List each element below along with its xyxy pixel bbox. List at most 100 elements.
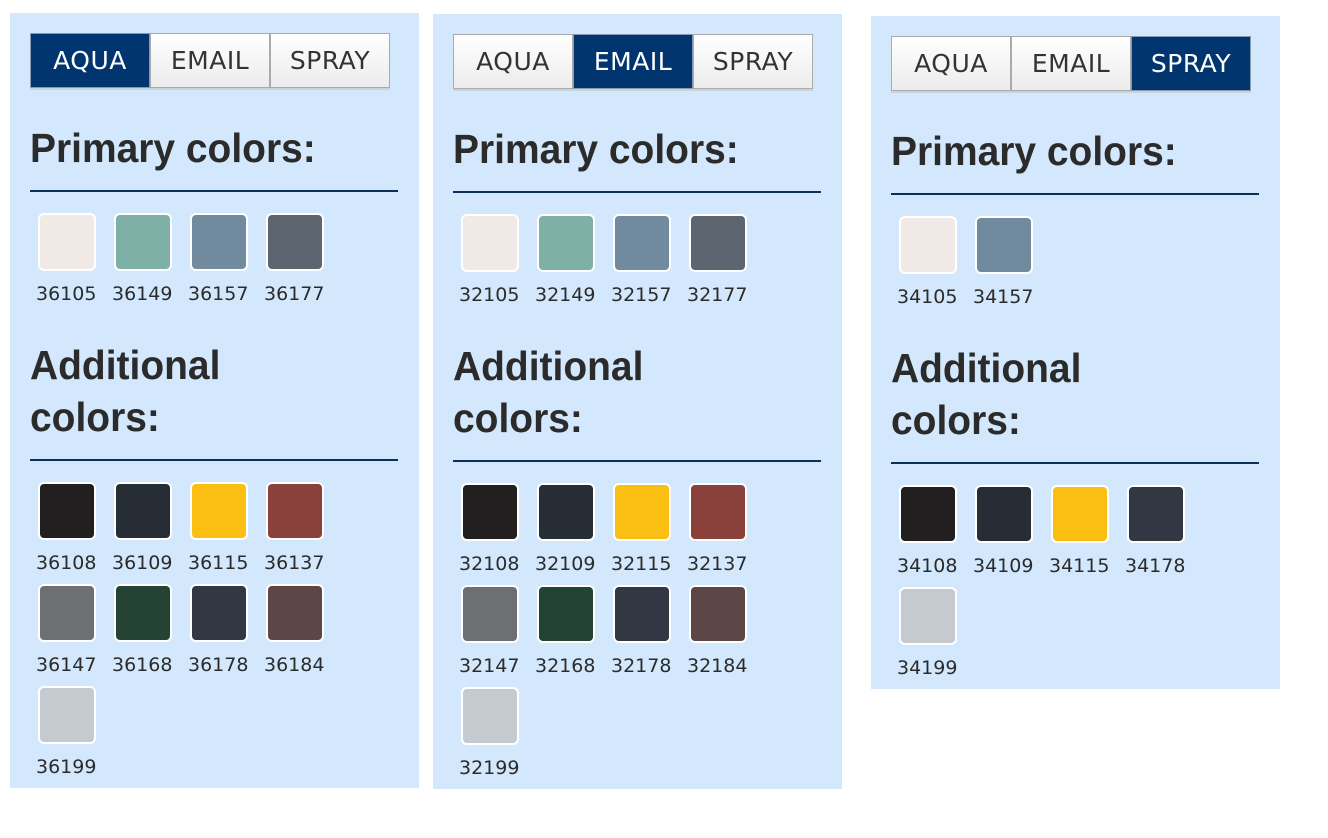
color-swatch[interactable]: 36115 — [184, 482, 260, 584]
color-swatch[interactable]: 36105 — [32, 213, 108, 315]
swatch-chip[interactable] — [190, 482, 248, 540]
color-swatch[interactable]: 36157 — [184, 213, 260, 315]
tab-spray[interactable]: SPRAY — [270, 33, 390, 88]
swatch-chip[interactable] — [114, 482, 172, 540]
color-panel: AQUA EMAIL SPRAY Primary colors: 36105 36149 3… — [10, 13, 419, 788]
swatch-code: 32178 — [611, 655, 672, 677]
color-swatch[interactable]: 32184 — [683, 585, 759, 687]
color-swatch[interactable]: 36177 — [260, 213, 336, 315]
swatch-code: 32184 — [687, 655, 748, 677]
swatch-chip[interactable] — [38, 482, 96, 540]
swatch-code: 36109 — [112, 552, 173, 574]
tab-aqua[interactable]: AQUA — [453, 34, 573, 89]
swatch-chip[interactable] — [689, 483, 747, 541]
swatch-code: 36157 — [188, 283, 249, 305]
swatch-chip[interactable] — [613, 214, 671, 272]
swatch-code: 32149 — [535, 284, 596, 306]
swatch-chip[interactable] — [899, 485, 957, 543]
color-swatch[interactable]: 36199 — [32, 686, 108, 788]
color-swatch[interactable]: 32168 — [531, 585, 607, 687]
swatch-chip[interactable] — [613, 585, 671, 643]
color-swatch[interactable]: 34157 — [969, 216, 1045, 318]
color-swatch[interactable]: 34115 — [1045, 485, 1121, 587]
additional-swatch-grid: 32108 32109 32115 32137 32147 32168 32178 32184… — [455, 483, 775, 789]
color-swatch[interactable]: 34108 — [893, 485, 969, 587]
color-swatch[interactable]: 32109 — [531, 483, 607, 585]
color-panel: AQUA EMAIL SPRAY Primary colors: 34105 34157 A… — [871, 16, 1280, 689]
swatch-chip[interactable] — [190, 584, 248, 642]
swatch-chip[interactable] — [537, 214, 595, 272]
swatch-chip[interactable] — [114, 584, 172, 642]
divider — [453, 460, 821, 462]
tab-email[interactable]: EMAIL — [1011, 36, 1131, 91]
color-swatch[interactable]: 36109 — [108, 482, 184, 584]
swatch-chip[interactable] — [38, 584, 96, 642]
color-swatch[interactable]: 36147 — [32, 584, 108, 686]
swatch-chip[interactable] — [461, 214, 519, 272]
tab-aqua[interactable]: AQUA — [891, 36, 1011, 91]
color-swatch[interactable]: 36168 — [108, 584, 184, 686]
tab-spray[interactable]: SPRAY — [693, 34, 813, 89]
swatch-code: 34115 — [1049, 555, 1110, 577]
swatch-code: 36168 — [112, 654, 173, 676]
color-swatch[interactable]: 36149 — [108, 213, 184, 315]
color-swatch[interactable]: 32115 — [607, 483, 683, 585]
tab-email[interactable]: EMAIL — [573, 34, 693, 89]
color-swatch[interactable]: 34199 — [893, 587, 969, 689]
swatch-chip[interactable] — [689, 214, 747, 272]
swatch-chip[interactable] — [461, 687, 519, 745]
additional-swatch-grid: 34108 34109 34115 34178 34199 — [893, 485, 1213, 689]
swatch-chip[interactable] — [461, 483, 519, 541]
color-swatch[interactable]: 32137 — [683, 483, 759, 585]
color-swatch[interactable]: 36178 — [184, 584, 260, 686]
color-swatch[interactable]: 36108 — [32, 482, 108, 584]
color-swatch[interactable]: 34109 — [969, 485, 1045, 587]
tab-bar: AQUA EMAIL SPRAY — [891, 36, 1251, 93]
swatch-chip[interactable] — [38, 686, 96, 744]
swatch-code: 34178 — [1125, 555, 1186, 577]
swatch-chip[interactable] — [114, 213, 172, 271]
swatch-code: 32157 — [611, 284, 672, 306]
color-swatch[interactable]: 32147 — [455, 585, 531, 687]
swatch-chip[interactable] — [899, 216, 957, 274]
swatch-chip[interactable] — [613, 483, 671, 541]
swatch-chip[interactable] — [537, 585, 595, 643]
primary-colors-heading: Primary colors: — [30, 125, 316, 171]
swatch-code: 36105 — [36, 283, 97, 305]
color-swatch[interactable]: 32157 — [607, 214, 683, 316]
color-swatch[interactable]: 32149 — [531, 214, 607, 316]
swatch-chip[interactable] — [537, 483, 595, 541]
divider — [30, 190, 398, 192]
swatch-chip[interactable] — [266, 584, 324, 642]
color-swatch[interactable]: 32199 — [455, 687, 531, 789]
color-swatch[interactable]: 36184 — [260, 584, 336, 686]
color-swatch[interactable]: 34105 — [893, 216, 969, 318]
swatch-chip[interactable] — [1051, 485, 1109, 543]
color-swatch[interactable]: 36137 — [260, 482, 336, 584]
swatch-code: 32108 — [459, 553, 520, 575]
tab-email[interactable]: EMAIL — [150, 33, 270, 88]
color-swatch[interactable]: 32105 — [455, 214, 531, 316]
swatch-chip[interactable] — [38, 213, 96, 271]
color-swatch[interactable]: 32178 — [607, 585, 683, 687]
swatch-code: 36147 — [36, 654, 97, 676]
swatch-code: 36149 — [112, 283, 173, 305]
swatch-chip[interactable] — [190, 213, 248, 271]
divider — [30, 459, 398, 461]
swatch-chip[interactable] — [899, 587, 957, 645]
swatch-chip[interactable] — [975, 216, 1033, 274]
swatch-chip[interactable] — [689, 585, 747, 643]
swatch-chip[interactable] — [461, 585, 519, 643]
color-swatch[interactable]: 34178 — [1121, 485, 1197, 587]
additional-colors-heading: Additional colors: — [453, 343, 644, 441]
swatch-chip[interactable] — [1127, 485, 1185, 543]
swatch-chip[interactable] — [266, 482, 324, 540]
tab-spray[interactable]: SPRAY — [1131, 36, 1251, 91]
swatch-chip[interactable] — [975, 485, 1033, 543]
swatch-chip[interactable] — [266, 213, 324, 271]
color-swatch[interactable]: 32108 — [455, 483, 531, 585]
color-swatch[interactable]: 32177 — [683, 214, 759, 316]
swatch-code: 36178 — [188, 654, 249, 676]
swatch-code: 36177 — [264, 283, 325, 305]
tab-aqua[interactable]: AQUA — [30, 33, 150, 88]
